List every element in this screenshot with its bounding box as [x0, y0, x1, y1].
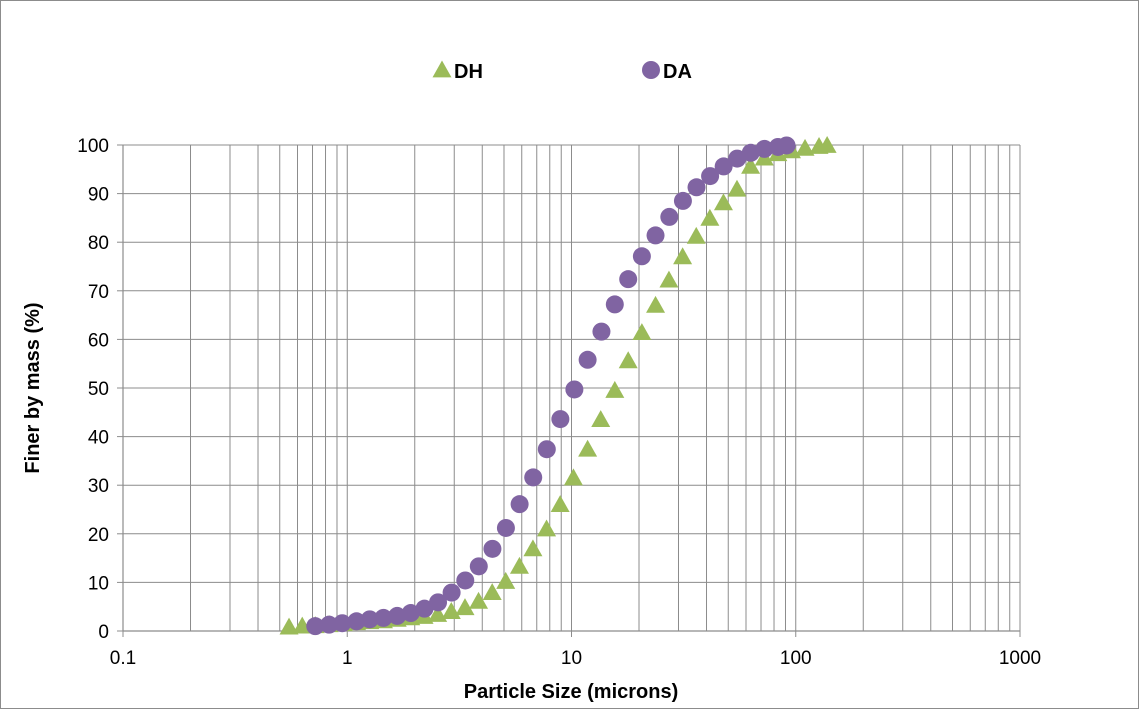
y-tick-label: 30	[88, 476, 109, 497]
series-da	[306, 136, 796, 636]
data-point-dh	[700, 208, 720, 226]
legend-marker-da	[642, 61, 660, 79]
data-point-da	[673, 191, 692, 210]
y-axis-title: Finer by mass (%)	[22, 302, 44, 473]
data-point-da	[728, 149, 747, 168]
data-point-da	[306, 617, 325, 636]
data-point-dh	[469, 591, 489, 609]
legend-marker-dh	[432, 60, 452, 78]
data-point-da	[687, 178, 706, 197]
data-point-dh	[523, 539, 543, 557]
data-point-da	[456, 571, 475, 590]
data-point-dh	[646, 295, 666, 313]
data-point-da	[741, 143, 760, 162]
data-point-dh	[578, 439, 598, 457]
data-point-dh	[428, 604, 448, 622]
data-point-da	[619, 270, 638, 289]
y-tick-label: 20	[88, 525, 109, 546]
data-point-da	[388, 606, 407, 625]
data-point-da	[496, 518, 515, 537]
data-point-da	[374, 608, 393, 627]
data-point-dh	[817, 135, 837, 153]
x-tick-label: 1000	[999, 648, 1041, 669]
series-dh	[279, 135, 837, 635]
data-point-da	[360, 610, 379, 629]
y-tick-label: 90	[88, 185, 109, 206]
data-point-dh	[659, 270, 679, 288]
data-point-da	[565, 380, 584, 399]
x-tick-label: 100	[780, 648, 812, 669]
data-point-dh	[713, 193, 733, 211]
data-point-da	[415, 599, 434, 618]
y-tick-label: 80	[88, 233, 109, 254]
y-tick-label: 50	[88, 379, 109, 400]
data-point-da	[605, 295, 624, 314]
data-point-dh	[727, 179, 747, 197]
y-tick-label: 100	[77, 136, 109, 157]
data-point-dh	[795, 138, 815, 156]
data-point-da	[578, 350, 597, 369]
data-point-da	[401, 604, 420, 623]
data-point-da	[333, 614, 352, 633]
data-point-dh	[509, 556, 529, 574]
data-point-dh	[686, 226, 706, 244]
data-point-da	[510, 495, 529, 514]
data-point-da	[632, 247, 651, 266]
series-layer	[279, 135, 837, 636]
data-point-dh	[618, 351, 638, 369]
data-point-da	[320, 615, 339, 634]
data-point-da	[537, 440, 556, 459]
data-point-dh	[550, 495, 570, 513]
legend-item-da: DA	[642, 61, 692, 83]
data-point-dh	[482, 583, 502, 601]
data-point-da	[469, 557, 488, 576]
data-point-dh	[455, 598, 475, 616]
data-point-da	[524, 468, 543, 487]
data-point-da	[551, 410, 570, 429]
x-tick-label: 10	[561, 648, 582, 669]
data-point-dh	[537, 519, 557, 537]
data-point-da	[347, 612, 366, 631]
data-point-dh	[673, 247, 693, 265]
data-point-da	[714, 157, 733, 176]
data-point-dh	[632, 323, 652, 341]
data-point-dh	[563, 468, 583, 486]
y-tick-label: 40	[88, 428, 109, 449]
data-point-da	[701, 167, 720, 186]
data-point-da	[646, 226, 665, 245]
legend: DH DA	[432, 60, 692, 83]
y-tick-label: 60	[88, 330, 109, 351]
data-point-da	[483, 539, 502, 558]
legend-label-da: DA	[663, 61, 692, 83]
x-tick-label: 1	[342, 648, 353, 669]
data-point-dh	[496, 571, 516, 589]
data-point-dh	[605, 380, 625, 398]
x-tick-label: 0.1	[110, 648, 136, 669]
legend-item-dh: DH	[432, 60, 483, 83]
data-point-da	[429, 593, 448, 612]
data-point-dh	[279, 617, 299, 635]
data-point-da	[442, 583, 461, 602]
y-tick-label: 70	[88, 282, 109, 303]
y-tick-label: 10	[88, 573, 109, 594]
data-point-da	[660, 207, 679, 226]
y-tick-label: 0	[98, 622, 109, 643]
data-point-da	[592, 322, 611, 341]
x-axis-title: Particle Size (microns)	[464, 681, 679, 703]
axis-layer: 0 10 20 30 40 50 60 70 80 90 100 0.1 1 10 100 1000	[77, 136, 1041, 669]
data-point-dh	[741, 156, 761, 174]
legend-label-dh: DH	[454, 61, 483, 83]
data-point-dh	[591, 410, 611, 427]
data-point-da	[755, 139, 774, 158]
data-point-da	[777, 136, 796, 155]
